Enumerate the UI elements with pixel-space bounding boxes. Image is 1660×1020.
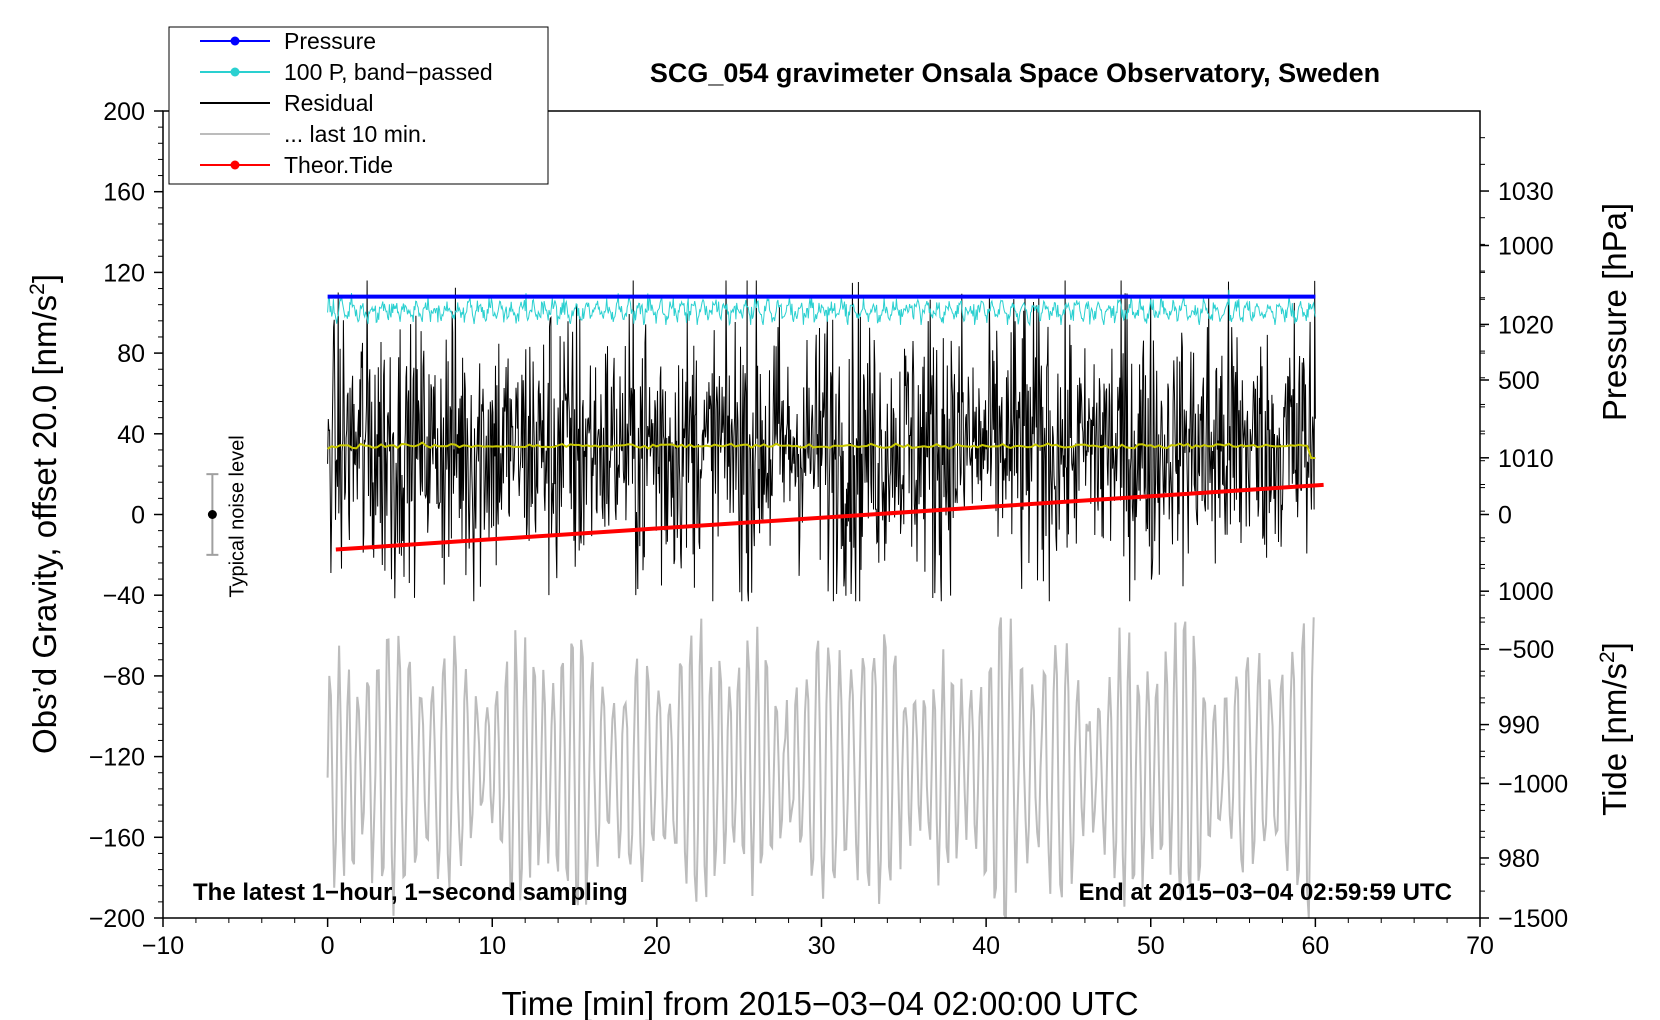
tide-tick-label: −1000 xyxy=(1498,771,1568,799)
x-tick-label: 30 xyxy=(808,932,836,960)
pressure-tick-label: 1010 xyxy=(1498,445,1554,473)
y-axis-label-left-main: Obs’d Gravity, offset 20.0 [nm/s xyxy=(26,295,63,754)
series-band-passed-pressure xyxy=(327,289,1316,327)
tide-tick-label: 500 xyxy=(1498,367,1540,395)
x-tick-label: 60 xyxy=(1301,932,1329,960)
legend-box xyxy=(168,26,549,185)
noise-level-dot xyxy=(207,510,217,519)
y-tick-label: 200 xyxy=(103,98,145,126)
axes: −10 0 10 20 30 40 50 60 70−200−160−120−80−400408… xyxy=(89,98,1569,960)
x-tick-label: 10 xyxy=(478,932,506,960)
legend-marker xyxy=(230,36,240,46)
legend-label: Residual xyxy=(284,90,374,116)
y-tick-label: −160 xyxy=(89,824,145,852)
end-time-annotation: End at 2015−03−04 02:59:59 UTC xyxy=(1078,879,1452,906)
legend-label: Theor.Tide xyxy=(284,152,393,178)
x-tick-label: −10 xyxy=(142,932,184,960)
series-theoretical-tide xyxy=(335,482,1324,552)
y-tick-label: 80 xyxy=(117,340,145,368)
y-axis-label-pressure: Pressure [hPa] xyxy=(1596,203,1633,421)
noise-level-indicator: Typical noise level xyxy=(206,435,248,598)
y-tick-label: 0 xyxy=(131,502,145,530)
pressure-tick-label: 990 xyxy=(1498,712,1540,740)
sampling-annotation: The latest 1−hour, 1−second sampling xyxy=(193,879,628,906)
tide-tick-label: −500 xyxy=(1498,636,1554,664)
legend-label: ... last 10 min. xyxy=(284,121,427,147)
x-tick-label: 0 xyxy=(321,932,335,960)
noise-level-label: Typical noise level xyxy=(226,435,248,597)
x-tick-label: 70 xyxy=(1466,932,1494,960)
pressure-tick-label: 980 xyxy=(1498,845,1540,873)
series-residual-mean xyxy=(327,441,1316,459)
legend: Pressure 100 P, band−passed Residual ... la… xyxy=(168,26,549,185)
pressure-tick-label: 1020 xyxy=(1498,311,1554,339)
y-axis-label-left: Obs’d Gravity, offset 20.0 [nm/s2] xyxy=(26,274,63,754)
x-tick-label: 20 xyxy=(643,932,671,960)
series-last-10-min xyxy=(326,617,1315,919)
tide-tick-label: −1500 xyxy=(1498,905,1568,933)
y-tick-label: 120 xyxy=(103,259,145,287)
legend-marker xyxy=(230,160,240,170)
y-tick-label: 40 xyxy=(117,421,145,449)
legend-marker xyxy=(230,67,240,77)
y-tick-label: −80 xyxy=(103,663,145,691)
y-axis-label-tide-main: Tide [nm/s xyxy=(1596,663,1633,816)
y-axis-label-tide-sup: 2 xyxy=(1596,651,1619,663)
y-axis-label-tide: Tide [nm/s2] xyxy=(1596,642,1633,816)
x-axis-label: Time [min] from 2015−03−04 02:00:00 UTC xyxy=(501,985,1138,1020)
y-tick-label: −120 xyxy=(89,744,145,772)
y-tick-label: 160 xyxy=(103,179,145,207)
y-tick-label: −40 xyxy=(103,582,145,610)
legend-label: Pressure xyxy=(284,28,376,54)
chart-title: SCG_054 gravimeter Onsala Space Observat… xyxy=(650,58,1380,88)
x-tick-label: 50 xyxy=(1137,932,1165,960)
y-tick-label: −200 xyxy=(89,905,145,933)
y-axis-label-left-sup: 2 xyxy=(26,283,49,295)
y-axis-label-left-end: ] xyxy=(26,274,63,283)
tide-tick-label: 1000 xyxy=(1498,233,1554,261)
y-axis-label-tide-end: ] xyxy=(1596,642,1633,651)
legend-label: 100 P, band−passed xyxy=(284,59,493,85)
pressure-tick-label: 1000 xyxy=(1498,578,1554,606)
data-traces xyxy=(326,280,1324,919)
x-tick-label: 40 xyxy=(972,932,1000,960)
pressure-tick-label: 1030 xyxy=(1498,178,1554,206)
tide-tick-label: 0 xyxy=(1498,502,1512,530)
